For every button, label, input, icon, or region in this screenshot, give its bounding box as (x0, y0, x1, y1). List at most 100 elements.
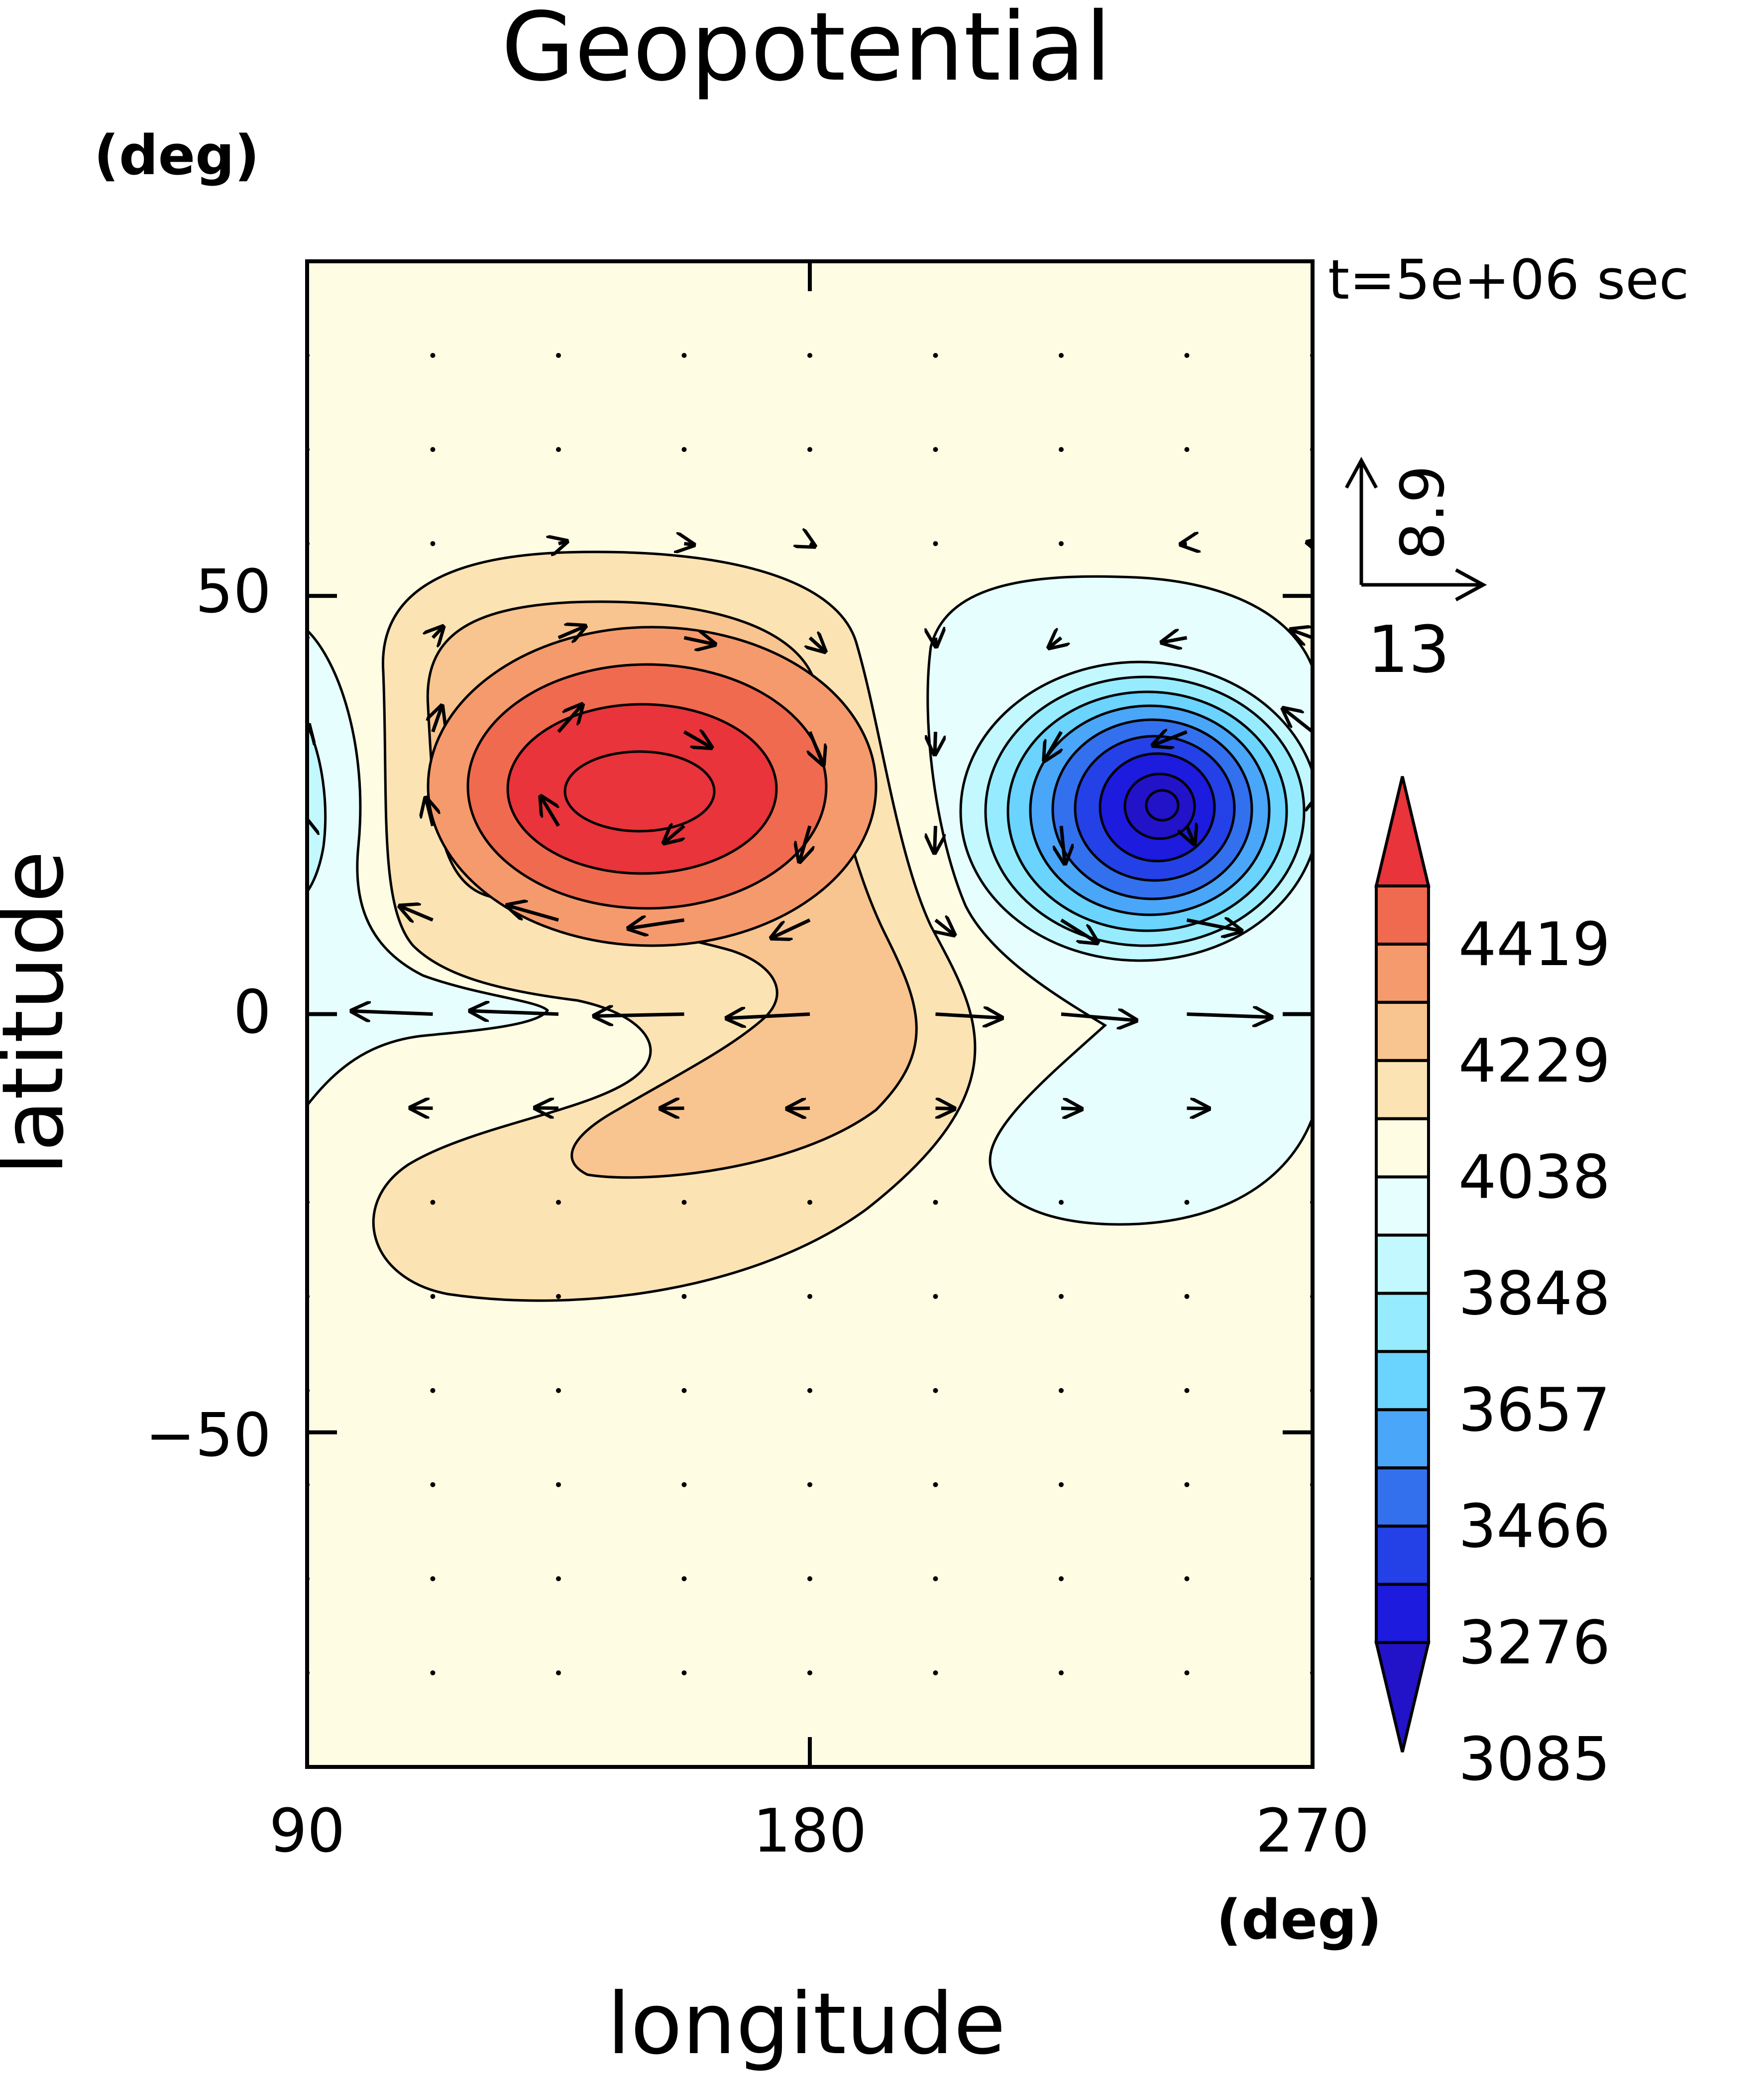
wind-vector (727, 1014, 810, 1018)
wind-vector (933, 1388, 938, 1393)
colorbar-segment (1375, 1233, 1430, 1295)
wind-vector (1044, 731, 1061, 760)
wind-vector (1187, 826, 1195, 844)
wind-vector (1312, 1106, 1313, 1108)
wind-vector (1184, 1482, 1190, 1487)
reference-vector-u-label: 13 (1367, 612, 1449, 687)
y-axis-units: (deg) (94, 123, 260, 187)
wind-vector (799, 825, 810, 862)
chart-title: Geopotential (501, 0, 1111, 102)
colorbar-segment (1375, 1466, 1430, 1528)
wind-vector (1184, 353, 1190, 358)
wind-vector (541, 796, 560, 827)
wind-vector (1061, 1108, 1082, 1109)
wind-vector (936, 920, 955, 935)
wind-vectors (307, 353, 1313, 1675)
wind-vector (629, 920, 685, 928)
wind-vector (1059, 1576, 1064, 1581)
high-pressure-contours (372, 550, 977, 1302)
wind-vector (1061, 826, 1065, 863)
axis-ticks (305, 261, 1315, 1767)
wind-vector (1291, 630, 1313, 638)
reference-vector (1344, 456, 1487, 602)
y-tick-label-50: 50 (195, 557, 271, 627)
wind-vector (933, 1200, 938, 1205)
wind-vector (430, 1200, 436, 1205)
wind-vector (1187, 1108, 1209, 1109)
x-tick-label-90: 90 (269, 1797, 345, 1866)
colorbar: 4419 4229 4038 3848 3657 3466 3276 3085 (1374, 776, 1610, 1794)
colorbar-label: 3848 (1458, 1259, 1610, 1328)
low-pressure-contours (926, 575, 1313, 1226)
wind-vector (1059, 541, 1064, 547)
colorbar-top-triangle (1374, 776, 1431, 887)
wind-vector (810, 544, 815, 546)
wind-vector (1153, 732, 1188, 745)
colorbar-segment (1375, 1292, 1430, 1353)
wind-vector (1184, 1200, 1190, 1205)
edge-low-contours (307, 629, 550, 1107)
wind-vector (556, 353, 561, 358)
reference-vector-u-head (1455, 568, 1487, 602)
contour-high-6 (563, 750, 716, 833)
wind-vector (1059, 1294, 1064, 1299)
wind-vector (807, 1576, 812, 1581)
wind-vector (807, 1388, 812, 1393)
wind-vector (1049, 638, 1061, 648)
x-tick-label-270: 270 (1255, 1797, 1369, 1866)
colorbar-segment (1375, 884, 1430, 946)
wind-vector (684, 544, 694, 545)
wind-vector (430, 541, 436, 547)
wind-vector (772, 918, 811, 938)
wind-vector (1059, 1388, 1064, 1393)
wind-vector (1059, 1200, 1064, 1205)
contour-edge-outer (307, 629, 550, 1107)
wind-vector (933, 1482, 938, 1487)
wind-vector (556, 1576, 561, 1581)
wind-vector (807, 1294, 812, 1299)
wind-vector (1186, 920, 1241, 931)
colorbar-label: 4229 (1458, 1027, 1610, 1096)
time-label: t=5e+06 sec (1328, 248, 1689, 312)
wind-vector (470, 1011, 559, 1014)
wind-vector (433, 706, 442, 733)
wind-vector (681, 1670, 687, 1675)
wind-vector (681, 1576, 687, 1581)
colorbar-segment (1375, 1350, 1430, 1412)
wind-vector (400, 906, 434, 920)
wind-vector (683, 732, 712, 747)
colorbar-segment (1375, 1000, 1430, 1062)
wind-vector (556, 1388, 561, 1393)
wind-vector (307, 918, 308, 920)
colorbar-label: 3276 (1458, 1609, 1610, 1678)
wind-vector (683, 638, 715, 644)
x-axis-units: (deg) (1216, 1888, 1382, 1952)
wind-vector (556, 1670, 561, 1675)
reference-vector-v-label: 8.9 (1389, 465, 1458, 560)
wind-vector (1187, 1014, 1272, 1017)
wind-vector (807, 1200, 812, 1205)
colorbar-segment (1375, 942, 1430, 1004)
wind-vector (935, 826, 936, 853)
colorbar-label: 4419 (1458, 910, 1610, 980)
colorbar-segment (1375, 1059, 1430, 1120)
wind-vector (933, 447, 938, 452)
wind-vector (1184, 1388, 1190, 1393)
wind-vector (681, 1482, 687, 1487)
wind-vector (664, 826, 685, 843)
colorbar-segment (1375, 1175, 1430, 1237)
y-tick-label-0: 0 (233, 978, 271, 1047)
colorbar-segment (1375, 1525, 1430, 1586)
wind-vector (1184, 1670, 1190, 1675)
wind-vector (1184, 1294, 1190, 1299)
wind-vector (936, 1108, 955, 1109)
contour-edge-inner (307, 721, 327, 894)
wind-vector (933, 353, 938, 358)
wind-vector (681, 1200, 687, 1205)
wind-vector (556, 1294, 561, 1299)
wind-vector (430, 447, 436, 452)
colorbar-label: 4038 (1458, 1143, 1610, 1212)
colorbar-segment (1375, 1583, 1430, 1644)
wind-vector (933, 541, 938, 547)
